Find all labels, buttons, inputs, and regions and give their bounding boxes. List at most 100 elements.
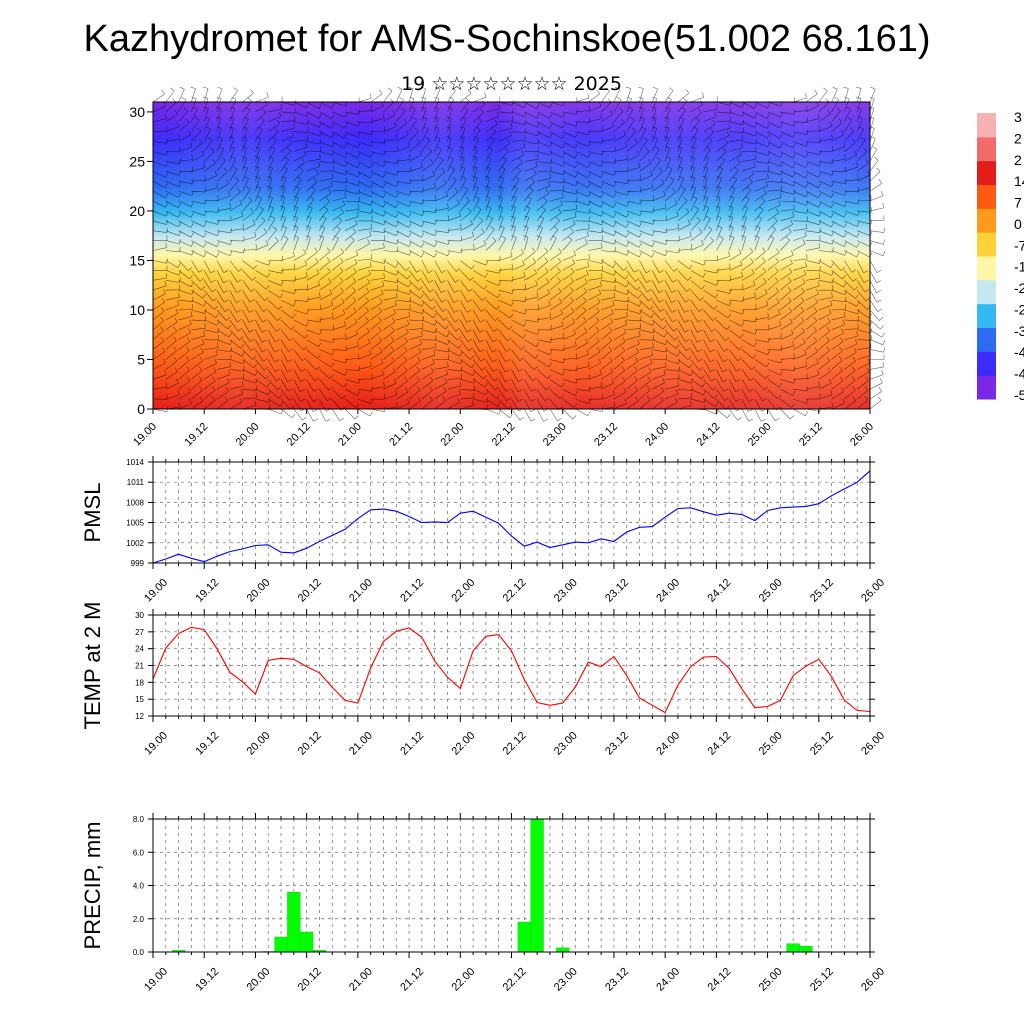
x-tick-label: 24.12 — [706, 730, 734, 758]
y-tick-label: 27 — [135, 628, 144, 637]
precip-bar — [287, 892, 300, 952]
x-tick-label: 23.12 — [592, 421, 620, 449]
y-tick-label: 18 — [135, 678, 144, 687]
colorbar-label: -4 — [1014, 344, 1024, 360]
colorbar-segment — [977, 113, 996, 137]
colorbar-segment — [977, 208, 996, 232]
x-tick-label: 25.00 — [746, 421, 774, 449]
y-tick-label: 5 — [137, 351, 145, 367]
x-tick-label: 19.00 — [142, 966, 170, 994]
x-tick-label: 26.00 — [848, 421, 876, 449]
x-tick-label: 20.00 — [245, 577, 273, 605]
y-tick-label: 8.0 — [133, 815, 145, 824]
x-tick-label: 25.00 — [757, 577, 785, 605]
precip-bar — [531, 819, 544, 952]
colorbar-label: -2 — [1014, 280, 1024, 296]
y-tick-label: 20 — [129, 203, 145, 219]
colorbar-segment — [977, 328, 996, 352]
y-tick-label: 0.0 — [133, 948, 145, 957]
grid-lines — [153, 819, 870, 952]
x-tick-label: 22.00 — [438, 421, 466, 449]
x-tick-label: 25.12 — [808, 966, 836, 994]
y-tick-label: 1008 — [126, 498, 144, 507]
colorbar-label: 2 — [1014, 152, 1022, 168]
x-tick-label: 23.00 — [541, 421, 569, 449]
x-tick-label: 25.00 — [757, 966, 785, 994]
temp-axis-label: TEMP at 2 M — [80, 602, 105, 730]
x-tick-label: 20.12 — [296, 730, 324, 758]
y-tick-label: 24 — [135, 645, 144, 654]
x-tick-label: 21.12 — [387, 421, 415, 449]
colorbar-segment — [977, 351, 996, 375]
precip-bar — [787, 944, 800, 952]
page-subtitle: 19 ☆☆☆☆☆☆☆☆ 2025 — [153, 73, 870, 95]
precip-axis-label: PRECIP, mm — [80, 822, 105, 950]
x-tick-label: 22.00 — [449, 577, 477, 605]
y-tick-label: 1005 — [126, 519, 144, 528]
x-tick-label: 19.00 — [131, 421, 159, 449]
x-tick-label: 21.00 — [336, 421, 364, 449]
y-tick-label: 21 — [135, 662, 144, 671]
x-tick-label: 21.00 — [347, 577, 375, 605]
colorbar-segment — [977, 256, 996, 280]
colorbar-segment — [977, 232, 996, 256]
x-tick-label: 24.00 — [654, 966, 682, 994]
x-tick-label: 19.00 — [142, 730, 170, 758]
colorbar-label: -3 — [1014, 323, 1024, 339]
colorbar-segment — [977, 280, 996, 304]
x-tick-label: 22.12 — [501, 966, 529, 994]
y-tick-label: 4.0 — [133, 882, 145, 891]
x-tick-label: 20.00 — [245, 730, 273, 758]
colorbar-label: 14 — [1014, 173, 1024, 189]
y-tick-label: 6.0 — [133, 848, 145, 857]
x-tick-label: 26.00 — [859, 577, 887, 605]
precip-bar — [556, 948, 569, 952]
x-tick-label: 21.12 — [398, 577, 426, 605]
y-tick-label: 30 — [135, 611, 144, 620]
x-tick-label: 25.12 — [808, 577, 836, 605]
y-tick-label: 12 — [135, 712, 144, 721]
x-tick-label: 25.12 — [797, 421, 825, 449]
x-tick-label: 24.12 — [706, 966, 734, 994]
precip-bar — [275, 937, 288, 952]
colorbar-label: -2 — [1014, 301, 1024, 317]
x-tick-label: 20.12 — [296, 577, 324, 605]
colorbar-label: 0 — [1014, 216, 1022, 232]
x-tick-label: 19.12 — [193, 577, 221, 605]
grid-lines — [153, 462, 870, 563]
page-title: Kazhydromet for AMS-Sochinskoe(51.002 68… — [0, 18, 1014, 61]
precip-bar — [300, 932, 313, 952]
colorbar-segment — [977, 304, 996, 328]
y-tick-label: 15 — [129, 252, 145, 268]
x-tick-label: 22.12 — [501, 730, 529, 758]
colorbar-segment — [977, 185, 996, 209]
y-tick-label: 999 — [131, 559, 145, 568]
colorbar-segment — [977, 161, 996, 185]
colorbar-label: -7 — [1014, 237, 1024, 253]
pmsl-axis-label: PMSL — [80, 483, 105, 543]
colorbar-segment — [977, 137, 996, 161]
x-tick-label: 26.00 — [859, 730, 887, 758]
x-tick-label: 24.12 — [695, 421, 723, 449]
x-tick-label: 19.12 — [182, 421, 210, 449]
y-tick-label: 1014 — [126, 458, 144, 467]
colorbar-label: -4 — [1014, 366, 1024, 382]
x-tick-label: 23.12 — [603, 966, 631, 994]
x-tick-label: 24.00 — [654, 577, 682, 605]
x-tick-label: 21.00 — [347, 966, 375, 994]
colorbar-label: -1 — [1014, 259, 1024, 275]
colorbar-label: -5 — [1014, 387, 1024, 403]
x-tick-label: 24.00 — [643, 421, 671, 449]
x-tick-label: 23.00 — [552, 577, 580, 605]
x-tick-label: 19.12 — [193, 966, 221, 994]
x-tick-label: 23.12 — [603, 730, 631, 758]
x-tick-label: 20.12 — [285, 421, 313, 449]
x-tick-label: 25.12 — [808, 730, 836, 758]
x-tick-label: 21.00 — [347, 730, 375, 758]
x-tick-label: 22.00 — [449, 730, 477, 758]
colorbar-label: 2 — [1014, 130, 1022, 146]
x-tick-label: 25.00 — [757, 730, 785, 758]
x-tick-label: 24.00 — [654, 730, 682, 758]
